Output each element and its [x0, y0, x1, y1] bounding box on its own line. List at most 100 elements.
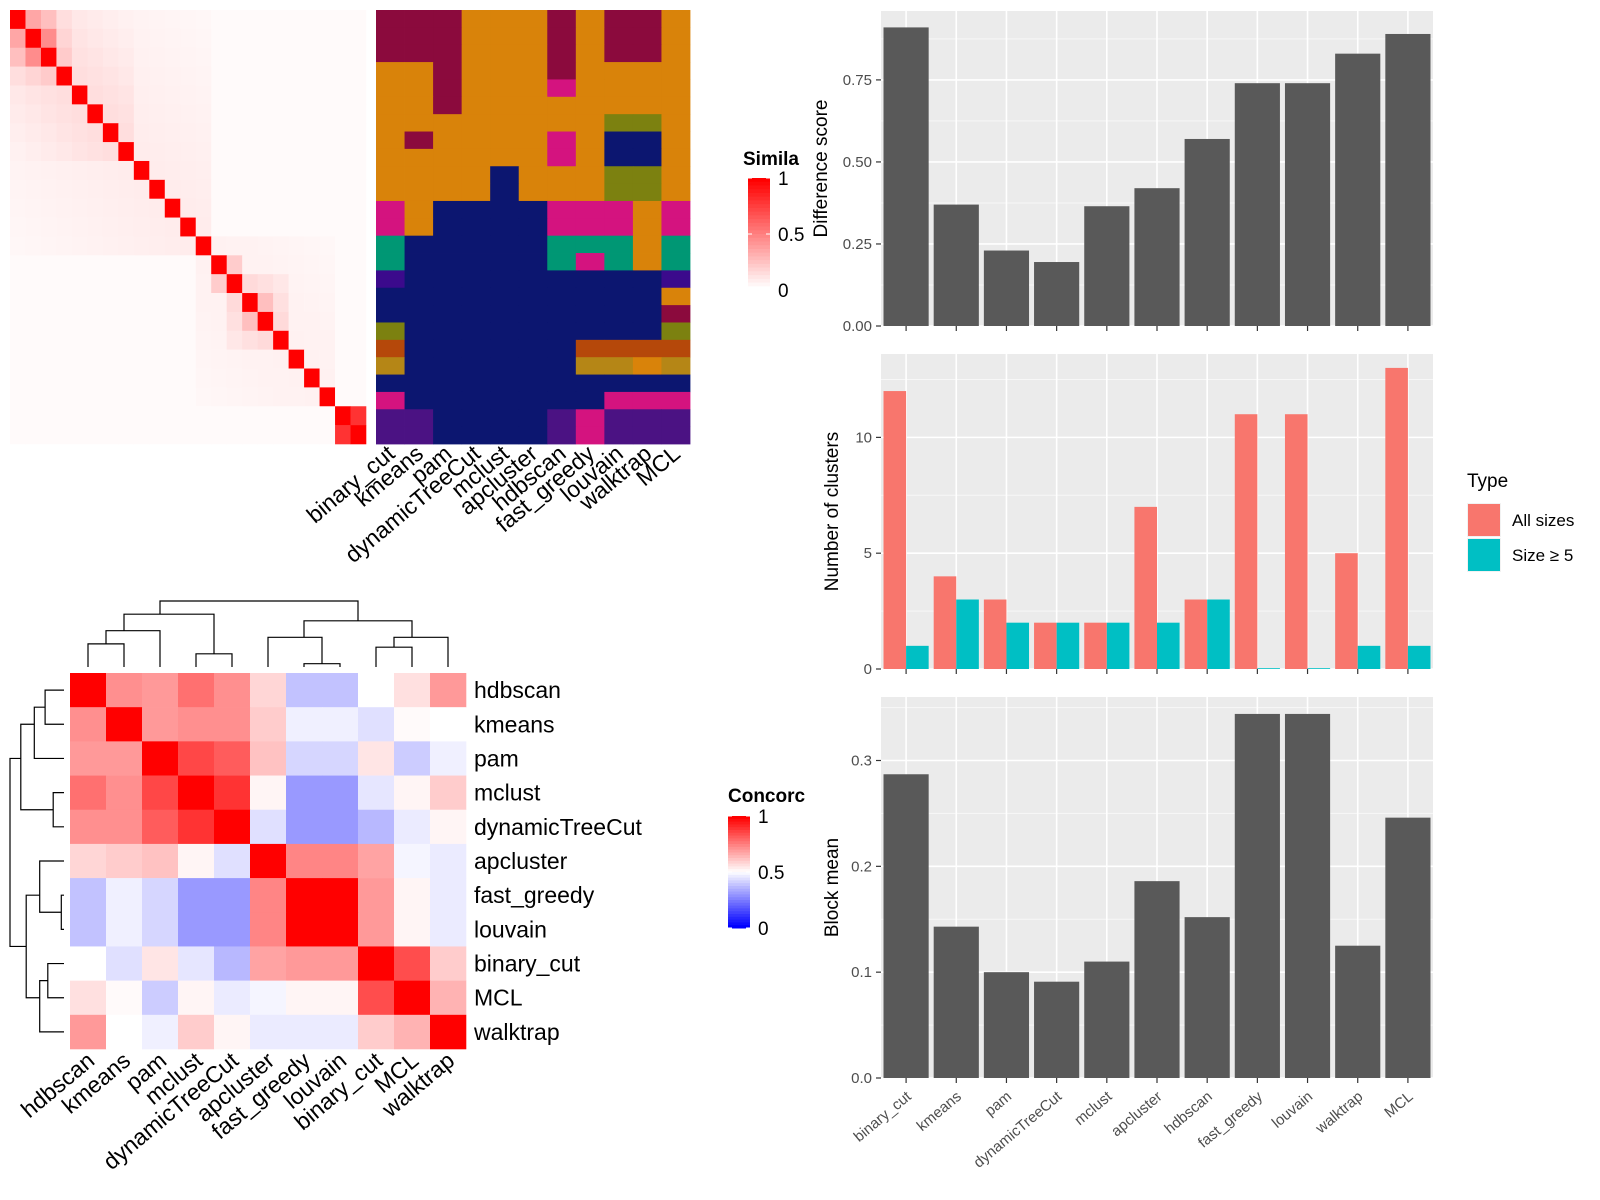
assignment-cell: [461, 44, 491, 63]
assignment-cell: [547, 322, 577, 341]
assignment-cell: [490, 409, 520, 428]
concordance-cell: [358, 707, 395, 742]
assignment-cell: [376, 357, 405, 375]
similarity-cell: [319, 198, 336, 218]
similarity-cell: [25, 349, 42, 369]
assignment-cell: [632, 10, 662, 28]
similarity-cell: [71, 85, 88, 105]
concordance-cell: [430, 946, 467, 981]
assignment-cell: [604, 44, 634, 63]
dendrogram-left-branch: [25, 894, 40, 999]
assignment-cell: [632, 131, 662, 150]
similarity-cell: [288, 406, 305, 426]
bar-size-ge-5: [1257, 668, 1280, 669]
assignment-cell: [404, 409, 434, 428]
assignment-cell: [490, 114, 520, 132]
assignment-cell: [490, 339, 520, 358]
similarity-legend-swatch: [748, 178, 770, 183]
similarity-cell: [350, 104, 367, 124]
concordance-cell: [394, 980, 431, 1016]
concordance-cell: [394, 707, 431, 742]
similarity-cell: [10, 255, 26, 275]
assignment-cell: [547, 148, 577, 167]
similarity-cell: [273, 255, 289, 275]
assignment-cell: [632, 305, 662, 323]
assignment-cell: [547, 166, 577, 184]
assignment-cell: [376, 79, 405, 98]
similarity-cell: [87, 293, 104, 313]
assignment-cell: [433, 270, 463, 289]
dendrogram-top-branch: [87, 643, 125, 667]
assignment-cell: [632, 374, 662, 393]
similarity-cell: [56, 425, 73, 445]
similarity-cell: [164, 330, 181, 350]
concordance-cell: [322, 980, 359, 1016]
concordance-legend-swatch: [728, 866, 750, 870]
similarity-cell: [288, 293, 305, 313]
similarity-cell: [335, 66, 351, 86]
concordance-cell: [322, 741, 359, 776]
similarity-cell: [40, 47, 57, 67]
similarity-cell: [304, 425, 320, 445]
similarity-cell: [257, 28, 274, 49]
concordance-cell: [358, 946, 395, 981]
similarity-cell: [319, 236, 336, 256]
assignment-cell: [604, 218, 634, 237]
similarity-cell: [149, 160, 166, 181]
assignment-cell: [490, 374, 520, 393]
concordance-legend-swatch: [728, 914, 750, 918]
assignment-cell: [518, 27, 548, 46]
concordance-cell: [322, 673, 359, 708]
similarity-cell: [71, 10, 88, 30]
assignment-cell: [490, 10, 520, 28]
similarity-cell: [149, 66, 166, 86]
assignment-cell: [433, 44, 463, 63]
similarity-cell: [87, 387, 104, 407]
bar: [983, 250, 1030, 326]
assignment-cell: [433, 79, 463, 98]
similarity-cell: [211, 160, 227, 181]
assignment-cell: [490, 357, 520, 375]
similarity-cell: [226, 425, 243, 445]
similarity-cell: [102, 293, 119, 313]
similarity-cell: [40, 66, 57, 86]
similarity-cell: [350, 142, 367, 162]
concordance-cell: [70, 707, 107, 742]
concordance-legend-swatch: [728, 821, 750, 825]
assignment-cell: [376, 44, 405, 63]
similarity-cell: [195, 28, 212, 49]
bar: [883, 774, 929, 1078]
similarity-cell: [226, 368, 243, 388]
assignment-cell: [461, 357, 491, 375]
similarity-cell: [195, 255, 212, 275]
concordance-cell: [394, 878, 431, 913]
assignment-cell: [518, 409, 548, 428]
similarity-cell: [87, 160, 104, 181]
similarity-cell: [304, 28, 320, 49]
similarity-cell: [319, 66, 336, 86]
assignment-cell: [433, 218, 463, 237]
assignment-cell: [461, 200, 491, 219]
dendrogram-top-branch: [303, 663, 341, 667]
difference-score-chart: 0.00 0.25 0.50 0.75 Difference score: [811, 11, 1433, 335]
assignment-cell: [376, 183, 405, 202]
assignment-cell: [632, 270, 662, 289]
assignment-cell: [433, 166, 463, 184]
concordance-cell: [70, 673, 107, 708]
similarity-cell: [319, 330, 336, 350]
similarity-cell: [350, 179, 367, 199]
concordance-cell: [106, 741, 143, 776]
dendrogram-top-branch: [393, 636, 449, 667]
similarity-cell: [273, 293, 289, 313]
assignment-cell: [575, 339, 605, 358]
assignment-cell: [632, 218, 662, 237]
assignment-cell: [575, 10, 605, 28]
x-tick-label: binary_cut: [851, 1088, 916, 1146]
similarity-cell: [257, 123, 274, 143]
assignment-cell: [632, 426, 662, 445]
similarity-cell: [40, 255, 57, 275]
dendrogram-left-branch: [9, 757, 27, 948]
similarity-cell: [195, 406, 212, 426]
assignment-cell: [490, 166, 520, 184]
similarity-cell: [133, 198, 150, 218]
